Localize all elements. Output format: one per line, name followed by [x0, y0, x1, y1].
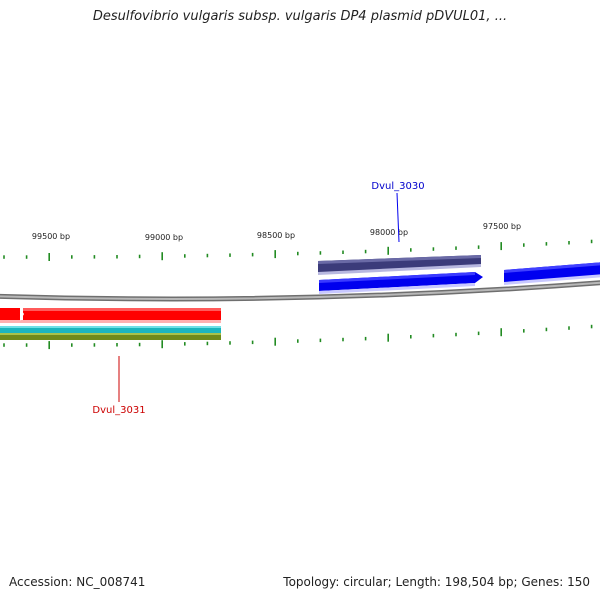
feature-blue-right[interactable]	[504, 262, 600, 285]
tick-row-lower	[3, 324, 593, 350]
ruler-label: 97500 bp	[483, 222, 521, 231]
tick-row-upper	[3, 239, 593, 261]
feature-olive[interactable]	[0, 333, 221, 340]
gene-label-dvul-3031[interactable]: Dvul_3031	[92, 405, 145, 416]
gene-label-dvul-3030[interactable]: Dvul_3030	[371, 181, 424, 192]
genome-backbone-highlight	[0, 281, 600, 300]
summary-text: Topology: circular; Length: 198,504 bp; …	[283, 575, 590, 589]
gene-dvul-3031[interactable]	[0, 308, 221, 323]
feature-cyan[interactable]	[0, 326, 221, 333]
ruler-label: 98500 bp	[257, 231, 295, 240]
ruler-label: 98000 bp	[370, 228, 408, 237]
ruler-label: 99500 bp	[32, 232, 70, 241]
gene-dvul-3030[interactable]	[319, 272, 483, 294]
page-title: Desulfovibrio vulgaris subsp. vulgaris D…	[92, 9, 508, 24]
genome-backbone	[0, 280, 600, 302]
ruler-label: 99000 bp	[145, 233, 183, 242]
label-leader-dvul-3030	[396, 192, 400, 243]
feature-purple[interactable]	[318, 255, 481, 275]
accession-text: Accession: NC_008741	[9, 575, 146, 589]
